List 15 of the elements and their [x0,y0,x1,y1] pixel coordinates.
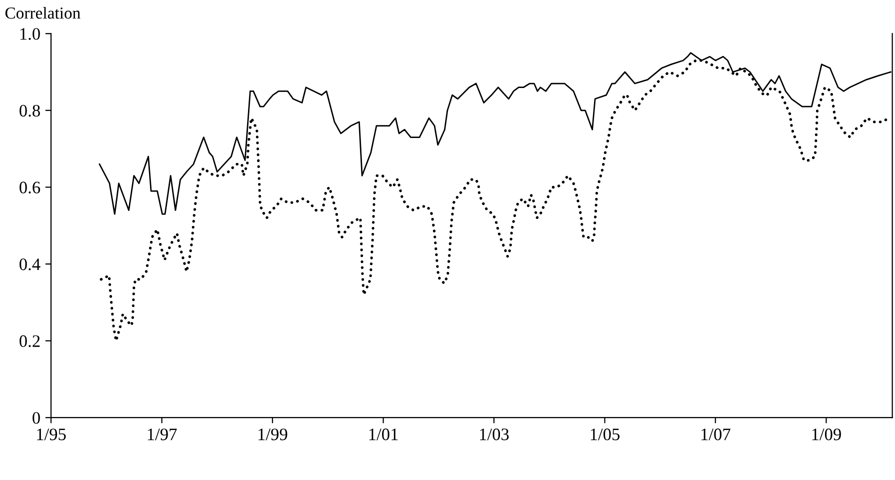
y-tick-label: 1.0 [20,28,40,40]
y-tick-label: 0 [32,412,40,424]
x-tick-label: 1/99 [258,428,288,440]
x-tick-label: 1/95 [37,428,66,440]
x-tick-label: 1/03 [480,428,509,440]
x-tick-label: 1/01 [369,428,398,440]
y-tick-label: 0.8 [20,104,40,117]
y-tick-label: 0.2 [20,335,40,348]
y-axis-title: Correlation [5,6,80,19]
y-tick-label: 0.6 [20,182,40,194]
x-tick-label: 1/05 [590,428,620,440]
x-tick-label: 1/97 [148,428,177,440]
y-tick-label: 0.4 [20,258,40,270]
x-tick-label: 1/07 [702,428,730,440]
x-tick-label: 1/09 [812,428,841,440]
